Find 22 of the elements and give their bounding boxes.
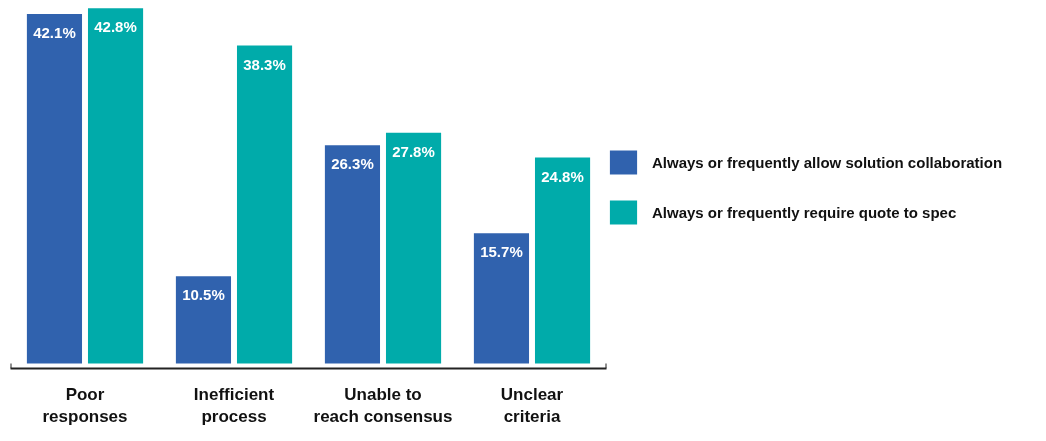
bar xyxy=(385,132,442,364)
bar xyxy=(473,233,530,364)
bar xyxy=(26,13,83,364)
bar xyxy=(87,8,144,364)
data-label: 24.8% xyxy=(541,167,584,185)
data-label: 10.5% xyxy=(182,286,225,304)
legend-label: Always or frequently allow solution collaboration xyxy=(652,153,1003,171)
bar xyxy=(175,276,232,364)
bar xyxy=(534,157,591,364)
legend-label: Always or frequently require quote to spec xyxy=(652,203,957,221)
x-tick-label: Inefficient process xyxy=(193,384,275,427)
data-label: 42.1% xyxy=(33,23,76,41)
bar xyxy=(236,45,293,364)
data-label: 15.7% xyxy=(480,243,523,261)
x-tick-label: Unable to reach consensus xyxy=(313,384,453,427)
data-label: 26.3% xyxy=(331,155,374,173)
x-tick-label: Poor responses xyxy=(42,384,128,427)
x-tick-label: Unclear criteria xyxy=(500,384,564,427)
data-label: 38.3% xyxy=(243,55,286,73)
data-label: 42.8% xyxy=(94,18,137,36)
bar xyxy=(324,145,381,364)
data-label: 27.8% xyxy=(392,142,435,160)
